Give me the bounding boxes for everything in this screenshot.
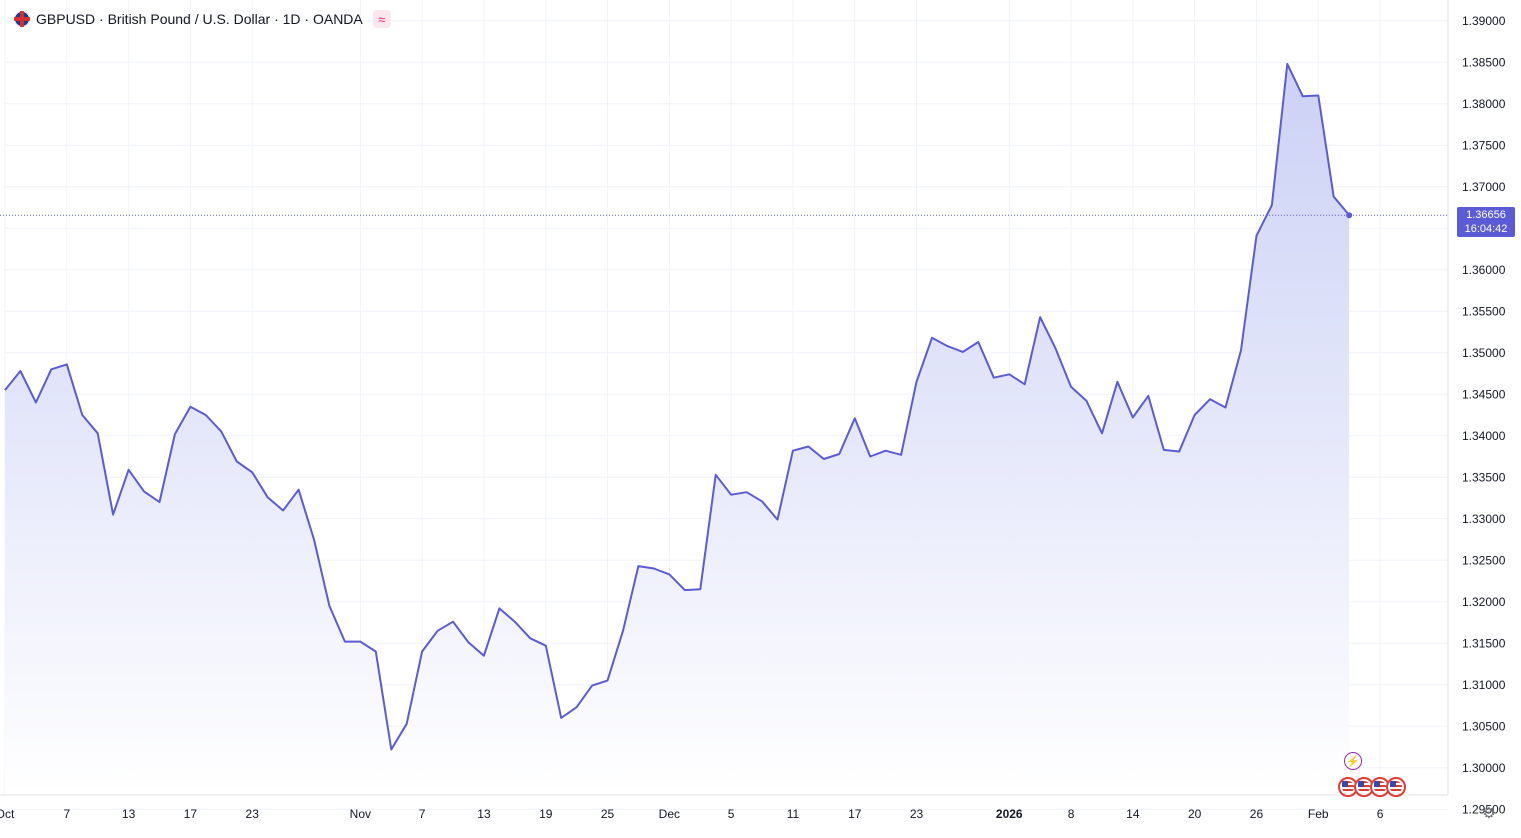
y-axis: 1.390001.385001.380001.375001.370001.365… xyxy=(1447,0,1506,816)
y-tick-label: 1.33000 xyxy=(1462,512,1506,526)
last-price-time: 16:04:42 xyxy=(1464,223,1508,236)
x-tick-label: 19 xyxy=(539,807,553,821)
event-flag-icon[interactable] xyxy=(1386,777,1406,797)
y-tick-label: 1.33500 xyxy=(1462,470,1506,484)
y-tick-label: 1.37500 xyxy=(1462,138,1506,152)
last-price-value: 1.36656 xyxy=(1466,209,1506,222)
chart-legend[interactable]: GBPUSD · British Pound / U.S. Dollar · 1… xyxy=(14,8,391,30)
x-tick-label: Oct xyxy=(0,807,15,821)
x-tick-label: 25 xyxy=(601,807,615,821)
x-tick-label: Nov xyxy=(350,807,371,821)
indicator-wave-icon[interactable]: ≈ xyxy=(372,10,391,28)
y-tick-label: 1.34500 xyxy=(1462,387,1506,401)
y-tick-label: 1.39000 xyxy=(1462,14,1506,28)
area-fill xyxy=(5,63,1350,795)
price-line xyxy=(4,62,1350,751)
x-tick-label: Dec xyxy=(659,807,680,821)
x-tick-label: 5 xyxy=(728,807,735,821)
x-tick-label: 17 xyxy=(184,807,198,821)
y-tick-label: 1.35000 xyxy=(1462,346,1506,360)
x-tick-label: 17 xyxy=(848,807,862,821)
y-tick-label: 1.36000 xyxy=(1462,263,1506,277)
y-tick-label: 1.34000 xyxy=(1462,429,1506,443)
y-tick-label: 1.30000 xyxy=(1462,761,1506,775)
x-tick-label: 20 xyxy=(1188,807,1202,821)
y-tick-label: 1.31000 xyxy=(1462,678,1506,692)
symbol-title: GBPUSD · British Pound / U.S. Dollar · 1… xyxy=(36,11,363,27)
area-series-fill xyxy=(5,63,1350,795)
x-tick-label: 13 xyxy=(477,807,491,821)
y-tick-label: 1.31500 xyxy=(1462,636,1506,650)
gear-icon[interactable]: ⚙ xyxy=(1482,805,1496,822)
y-tick-label: 1.32000 xyxy=(1462,595,1506,609)
x-tick-label: 7 xyxy=(419,807,426,821)
x-tick-label: 2026 xyxy=(996,807,1023,821)
last-price-point xyxy=(1346,212,1353,219)
price-line-series xyxy=(0,62,1448,751)
y-tick-label: 1.32500 xyxy=(1462,553,1506,567)
event-flag-icon[interactable] xyxy=(1338,777,1358,797)
y-tick-label: 1.38000 xyxy=(1462,97,1506,111)
x-tick-label: Feb xyxy=(1308,807,1329,821)
event-flag-icon[interactable] xyxy=(1370,777,1390,797)
last-price-label: 1.36656 16:04:42 xyxy=(1457,207,1515,238)
event-flag-icon[interactable] xyxy=(1354,777,1374,797)
x-tick-label: 26 xyxy=(1250,807,1264,821)
x-tick-label: 13 xyxy=(122,807,136,821)
y-tick-label: 1.38500 xyxy=(1462,55,1506,69)
y-tick-label: 1.30500 xyxy=(1462,719,1506,733)
y-tick-label: 1.37000 xyxy=(1462,180,1506,194)
y-tick-label: 1.35500 xyxy=(1462,304,1506,318)
x-tick-label: 11 xyxy=(787,807,800,821)
x-tick-label: 8 xyxy=(1068,807,1075,821)
x-axis: Oct 7 13 17 23 Nov 7 13 19 25 Dec 5 11 17 23 2026 8 14 20 2… xyxy=(0,794,1448,821)
uk-flag-icon xyxy=(14,11,30,27)
x-tick-label: 23 xyxy=(246,807,260,821)
event-markers[interactable] xyxy=(1338,777,1406,797)
x-tick-label: 14 xyxy=(1126,807,1140,821)
y-tick-label: 1.29500 xyxy=(1462,802,1506,816)
x-tick-label: 23 xyxy=(910,807,924,821)
x-tick-label: 6 xyxy=(1377,807,1384,821)
x-tick-label: 7 xyxy=(63,807,70,821)
lightning-icon[interactable]: ⚡ xyxy=(1344,752,1362,770)
